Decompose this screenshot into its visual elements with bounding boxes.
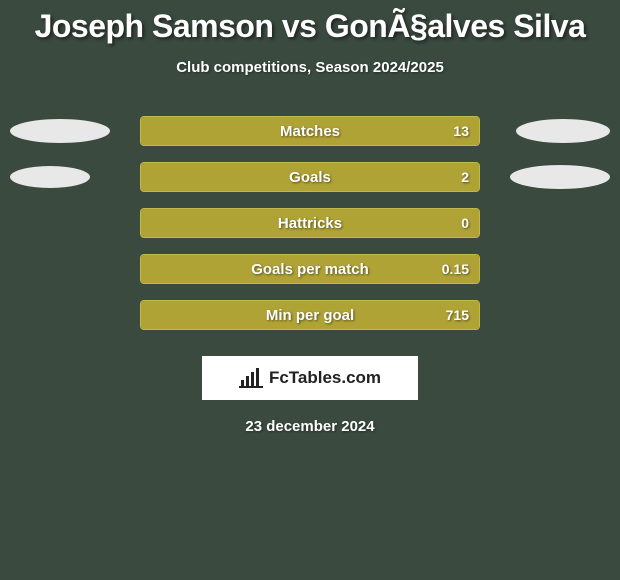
stat-row: Min per goal 715 (0, 292, 620, 338)
stat-row: Goals per match 0.15 (0, 246, 620, 292)
stat-label: Goals (289, 169, 331, 186)
stat-bar: Goals 2 (140, 162, 480, 192)
right-ellipse (510, 165, 610, 189)
stat-value: 2 (461, 169, 469, 185)
stat-label: Matches (280, 123, 340, 140)
stat-value: 0 (461, 215, 469, 231)
page-title: Joseph Samson vs GonÃ§alves Silva (0, 0, 620, 45)
right-ellipse (516, 119, 610, 143)
stat-row: Hattricks 0 (0, 200, 620, 246)
stat-bar: Hattricks 0 (140, 208, 480, 238)
stat-value: 0.15 (442, 261, 469, 277)
comparison-chart: Matches 13 Goals 2 Hattricks 0 Goals per match… (0, 108, 620, 338)
stat-bar: Matches 13 (140, 116, 480, 146)
bar-chart-icon (239, 368, 263, 388)
stat-bar: Min per goal 715 (140, 300, 480, 330)
stat-value: 13 (453, 123, 469, 139)
stat-label: Goals per match (251, 261, 369, 278)
stat-label: Min per goal (266, 307, 354, 324)
page-subtitle: Club competitions, Season 2024/2025 (0, 59, 620, 76)
stat-row: Goals 2 (0, 154, 620, 200)
left-ellipse (10, 166, 90, 188)
stat-label: Hattricks (278, 215, 342, 232)
stat-bar: Goals per match 0.15 (140, 254, 480, 284)
stat-row: Matches 13 (0, 108, 620, 154)
logo-text: FcTables.com (269, 368, 381, 388)
date-text: 23 december 2024 (0, 418, 620, 435)
logo-box: FcTables.com (202, 356, 418, 400)
stat-value: 715 (446, 307, 469, 323)
left-ellipse (10, 119, 110, 143)
